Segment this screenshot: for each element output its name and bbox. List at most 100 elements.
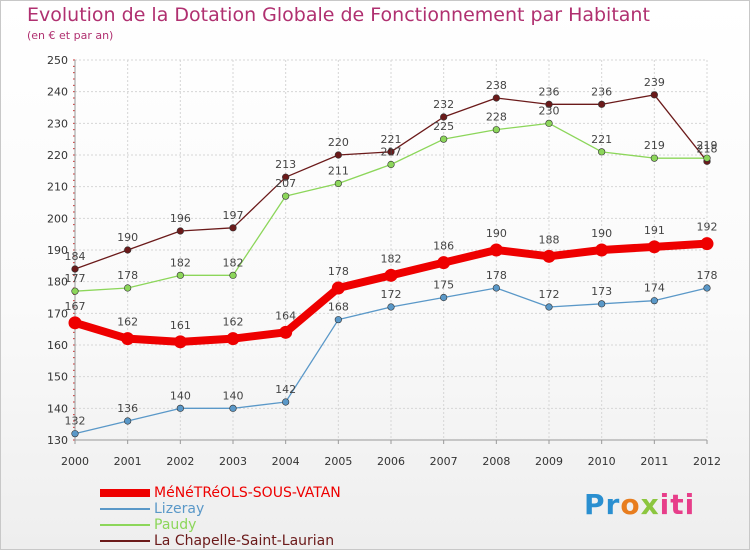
data-point	[124, 246, 132, 254]
data-label: 178	[697, 269, 718, 282]
data-point	[598, 100, 606, 108]
legend-label: MéNéTRéOLS-SOUS-VATAN	[154, 485, 341, 501]
data-label: 219	[697, 139, 718, 152]
data-point	[229, 271, 237, 279]
chart-legend: MéNéTRéOLS-SOUS-VATAN Lizeray Paudy La Chap…	[100, 485, 341, 549]
data-label: 230	[539, 104, 560, 117]
data-point	[598, 300, 606, 308]
data-point	[176, 404, 184, 412]
data-label: 228	[486, 111, 507, 124]
data-label: 196	[170, 212, 191, 225]
legend-item: La Chapelle-Saint-Laurian	[100, 533, 341, 549]
logo-part: o	[620, 488, 641, 521]
data-point	[650, 297, 658, 305]
data-label: 211	[328, 165, 349, 178]
y-tick-label: 220	[47, 149, 68, 162]
data-point	[440, 293, 448, 302]
data-label: 182	[381, 252, 402, 265]
y-tick-label: 200	[47, 212, 68, 225]
legend-swatch	[100, 508, 150, 510]
data-point	[545, 100, 553, 108]
data-point	[124, 284, 132, 292]
data-point	[650, 91, 658, 99]
x-tick-label: 2007	[430, 455, 458, 468]
data-point	[647, 240, 661, 254]
y-tick-label: 180	[47, 276, 68, 289]
data-point	[545, 303, 553, 311]
y-tick-label: 250	[47, 54, 68, 67]
data-point	[173, 335, 187, 349]
data-point	[68, 316, 82, 330]
data-point	[492, 284, 500, 292]
data-label: 136	[117, 402, 138, 415]
data-label: 220	[328, 136, 349, 149]
data-point	[440, 135, 448, 143]
x-tick-label: 2000	[61, 455, 89, 468]
y-tick-label: 130	[47, 434, 68, 447]
legend-item: Lizeray	[100, 501, 341, 517]
data-label: 186	[433, 240, 454, 253]
data-point	[387, 303, 395, 311]
data-label: 177	[65, 272, 86, 285]
data-label: 174	[644, 282, 665, 295]
data-label: 140	[223, 389, 244, 402]
data-point	[492, 94, 500, 102]
data-point	[334, 316, 342, 324]
data-point	[229, 404, 237, 412]
data-point	[384, 268, 398, 282]
data-point	[71, 430, 79, 438]
legend-label: La Chapelle-Saint-Laurian	[154, 533, 335, 549]
data-point	[176, 227, 184, 235]
y-tick-label: 160	[47, 339, 68, 352]
data-label: 172	[539, 288, 560, 301]
data-point	[387, 148, 395, 156]
data-point	[229, 224, 237, 232]
data-point	[700, 237, 714, 251]
data-point	[542, 249, 556, 263]
x-tick-label: 2011	[640, 455, 668, 468]
data-label: 162	[117, 316, 138, 329]
data-label: 164	[275, 309, 296, 322]
x-tick-label: 2006	[377, 455, 405, 468]
data-point	[492, 126, 500, 134]
data-point	[703, 154, 711, 162]
proxiti-logo: Proxiti	[584, 488, 695, 521]
data-label: 184	[65, 250, 86, 263]
data-label: 207	[275, 177, 296, 190]
data-label: 236	[591, 85, 612, 98]
data-label: 168	[328, 301, 349, 314]
legend-label: Lizeray	[154, 501, 205, 517]
data-point	[176, 271, 184, 279]
data-label: 213	[275, 158, 296, 171]
data-label: 178	[486, 269, 507, 282]
legend-item: MéNéTRéOLS-SOUS-VATAN	[100, 485, 341, 501]
data-label: 236	[539, 85, 560, 98]
data-label: 182	[223, 256, 244, 269]
legend-item: Paudy	[100, 517, 341, 533]
data-point	[650, 154, 658, 162]
data-label: 238	[486, 79, 507, 92]
data-label: 190	[117, 231, 138, 244]
x-tick-label: 2001	[114, 455, 142, 468]
x-tick-label: 2003	[219, 455, 247, 468]
data-point	[226, 332, 240, 346]
data-point	[279, 325, 293, 339]
data-label: 221	[381, 133, 402, 146]
x-tick-label: 2005	[324, 455, 352, 468]
data-label: 162	[223, 316, 244, 329]
legend-swatch	[100, 524, 150, 526]
data-point	[387, 160, 395, 169]
data-point	[282, 398, 290, 406]
legend-label: Paudy	[154, 517, 197, 533]
data-point	[71, 287, 79, 295]
logo-part: iti	[659, 488, 696, 521]
data-label: 142	[275, 383, 296, 396]
y-tick-label: 190	[47, 244, 68, 257]
data-point	[440, 113, 448, 121]
data-label: 173	[591, 285, 612, 298]
data-label: 190	[591, 227, 612, 240]
data-label: 161	[170, 319, 191, 332]
data-point	[71, 265, 79, 273]
legend-swatch	[100, 489, 150, 497]
